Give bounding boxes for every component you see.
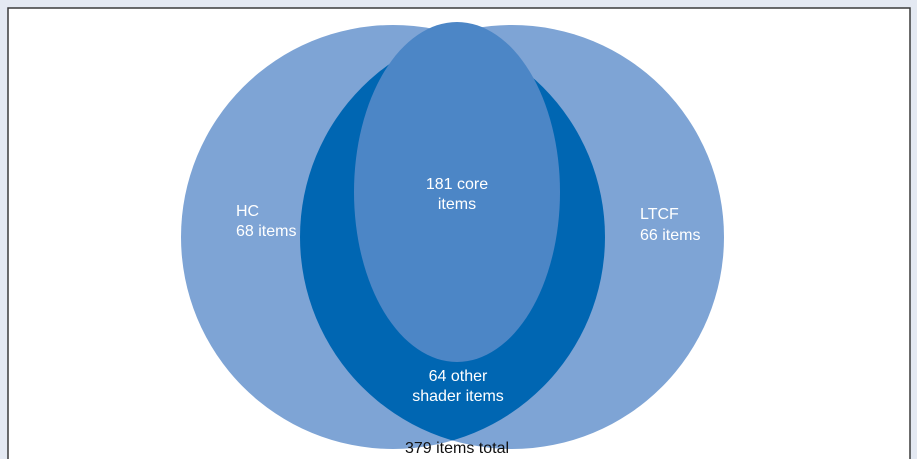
total-label: 379 items total [405,440,509,457]
shared-label: 64 other [429,368,488,385]
right-set-name: LTCF [640,206,679,223]
shared-label: shader items [412,388,504,405]
core-label: 181 core [426,176,488,193]
core-label: items [438,196,476,213]
left-set-name: HC [236,203,259,220]
right-set-count: 66 items [640,227,700,244]
core-ellipse [354,22,560,362]
left-set-count: 68 items [236,223,296,240]
